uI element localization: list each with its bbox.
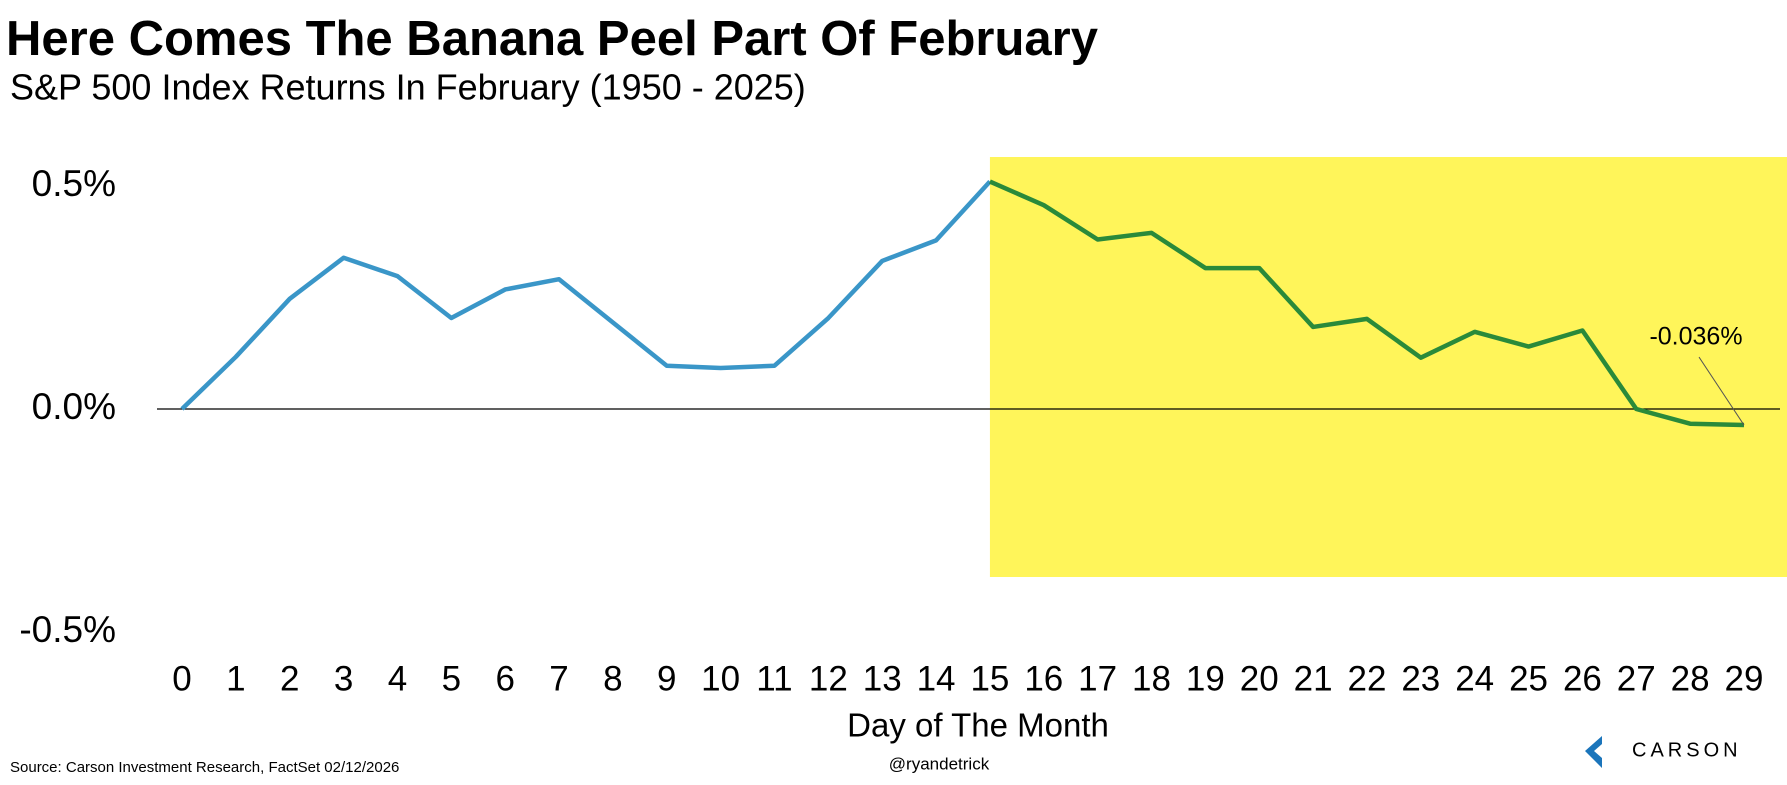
x-tick-label: 4 bbox=[388, 659, 407, 698]
credit: @ryandetrick bbox=[889, 754, 990, 773]
x-tick-label: 0 bbox=[172, 659, 191, 698]
x-tick-label: 8 bbox=[603, 659, 622, 698]
y-tick-label: 0.5% bbox=[32, 163, 116, 204]
x-tick-label: 27 bbox=[1617, 659, 1656, 698]
x-tick-label: 18 bbox=[1132, 659, 1171, 698]
annotation-pointer bbox=[1698, 356, 1745, 426]
chart-subtitle: S&P 500 Index Returns In February (1950 … bbox=[10, 67, 806, 108]
x-tick-label: 14 bbox=[917, 659, 956, 698]
x-tick-label: 22 bbox=[1347, 659, 1386, 698]
x-tick-label: 29 bbox=[1725, 659, 1764, 698]
x-tick-label: 11 bbox=[756, 659, 792, 698]
x-tick-label: 10 bbox=[701, 659, 740, 698]
x-tick-label: 23 bbox=[1401, 659, 1440, 698]
x-tick-label: 5 bbox=[442, 659, 461, 698]
x-tick-label: 2 bbox=[280, 659, 299, 698]
x-tick-label: 15 bbox=[970, 659, 1009, 698]
x-tick-label: 6 bbox=[495, 659, 514, 698]
x-tick-label: 12 bbox=[809, 659, 848, 698]
logo-text: CARSON bbox=[1632, 739, 1742, 761]
x-tick-label: 1 bbox=[226, 659, 245, 698]
x-tick-label: 19 bbox=[1186, 659, 1225, 698]
x-tick-label: 9 bbox=[657, 659, 676, 698]
x-tick-label: 13 bbox=[863, 659, 902, 698]
x-tick-label: 16 bbox=[1024, 659, 1063, 698]
line-after bbox=[989, 179, 1745, 428]
x-tick-label: 28 bbox=[1671, 659, 1710, 698]
x-tick-label: 21 bbox=[1294, 659, 1333, 698]
logo-mark bbox=[1585, 736, 1602, 768]
x-tick-label: 26 bbox=[1563, 659, 1602, 698]
y-tick-label: 0.0% bbox=[32, 386, 116, 427]
chart-title: Here Comes The Banana Peel Part Of Febru… bbox=[6, 12, 1098, 66]
x-tick-label: 17 bbox=[1078, 659, 1117, 698]
source: Source: Carson Investment Research, Fact… bbox=[10, 759, 399, 776]
x-tick-label: 7 bbox=[549, 659, 568, 698]
x-tick-label: 24 bbox=[1455, 659, 1494, 698]
highlight-region bbox=[989, 157, 1787, 577]
x-axis-label: Day of The Month bbox=[847, 707, 1109, 744]
x-tick-label: 20 bbox=[1240, 659, 1279, 698]
x-tick-label: 3 bbox=[334, 659, 353, 698]
line-before bbox=[180, 180, 992, 411]
annotation-label: -0.036% bbox=[1649, 323, 1742, 351]
x-tick-label: 25 bbox=[1509, 659, 1548, 698]
y-tick-label: -0.5% bbox=[19, 609, 116, 650]
